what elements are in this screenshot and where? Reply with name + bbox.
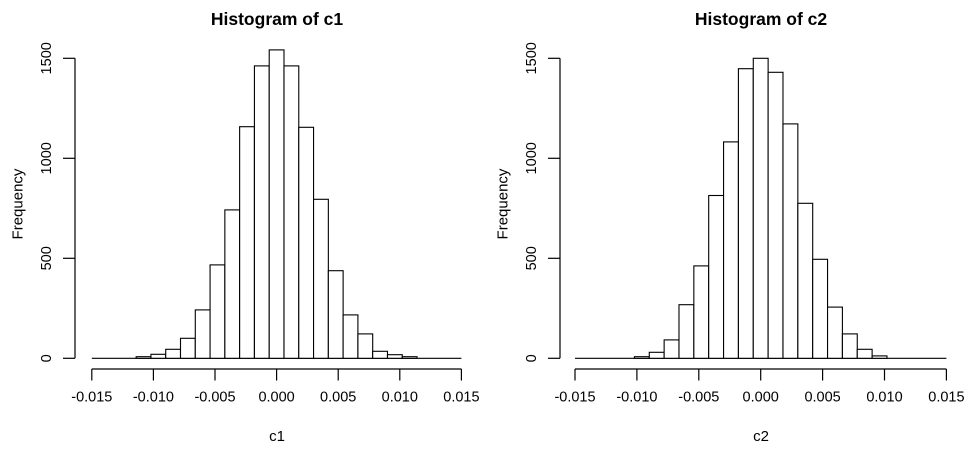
histogram-bar [209, 264, 226, 359]
x-tick-label: -0.015 [554, 390, 595, 406]
x-tick-label: 0.000 [258, 390, 294, 406]
x-tick-label: -0.015 [71, 390, 112, 406]
y-tick-label: 500 [524, 246, 540, 270]
x-tick-label: 0.005 [320, 390, 356, 406]
y-tick-label: 1000 [39, 142, 55, 174]
histogram-bar [342, 314, 359, 359]
y-tick-label: 1500 [39, 42, 55, 74]
y-tick-label: 0 [524, 354, 540, 362]
x-tick-label: -0.005 [678, 390, 719, 406]
histogram-bar [752, 57, 769, 359]
histogram-bar [179, 337, 196, 359]
histogram-bar [648, 351, 665, 359]
histogram-bar [268, 49, 285, 359]
histogram-bar [871, 355, 888, 359]
histogram-bar [372, 350, 389, 359]
histogram-bar [283, 65, 300, 359]
x-tick-label: -0.005 [194, 390, 235, 406]
histogram-bar [150, 353, 167, 359]
x-tick-label: 0.010 [866, 390, 902, 406]
histogram-bar [194, 309, 211, 359]
histogram-bar [357, 333, 374, 359]
histogram-bar [165, 348, 182, 359]
y-tick-label: 1000 [524, 142, 540, 174]
x-tick-label: -0.010 [616, 390, 657, 406]
histogram-bar [327, 270, 344, 359]
histogram-bar [253, 65, 270, 359]
y-tick-label: 500 [39, 246, 55, 270]
chart-title-c1: Histogram of c1 [210, 9, 344, 29]
histogram-bar [135, 356, 152, 359]
x-tick-label: 0.010 [382, 390, 418, 406]
histogram-bar [401, 356, 418, 359]
histogram-bar [386, 354, 403, 359]
x-axis-label-c1: c1 [269, 428, 285, 445]
x-tick-label: 0.000 [743, 390, 779, 406]
y-tick-label: 1500 [524, 42, 540, 74]
histogram-bar [708, 194, 725, 359]
x-tick-label: 0.015 [443, 390, 479, 406]
x-axis-label-c2: c2 [753, 428, 769, 445]
histogram-bar [856, 348, 873, 359]
histogram-bar [737, 68, 754, 359]
y-tick-label: 0 [39, 354, 55, 362]
histogram-bar [693, 265, 710, 359]
chart-title-c2: Histogram of c2 [694, 9, 828, 29]
histogram-bar [663, 339, 680, 359]
histogram-bar [723, 141, 739, 359]
histogram-bar [782, 123, 799, 359]
histogram-bar [797, 202, 814, 359]
histogram-bar [239, 126, 255, 359]
histogram-bar [298, 126, 315, 359]
histogram-bar [841, 333, 858, 359]
histogram-bar [767, 71, 784, 359]
histogram-bar [827, 306, 843, 359]
x-tick-label: 0.015 [928, 390, 964, 406]
histogram-bar [224, 209, 241, 359]
histogram-bar [313, 198, 329, 359]
histogram-bar [678, 304, 695, 359]
x-tick-label: 0.005 [804, 390, 840, 406]
histogram-bar [633, 356, 650, 359]
x-tick-label: -0.010 [133, 390, 174, 406]
histogram-bar [812, 258, 829, 359]
